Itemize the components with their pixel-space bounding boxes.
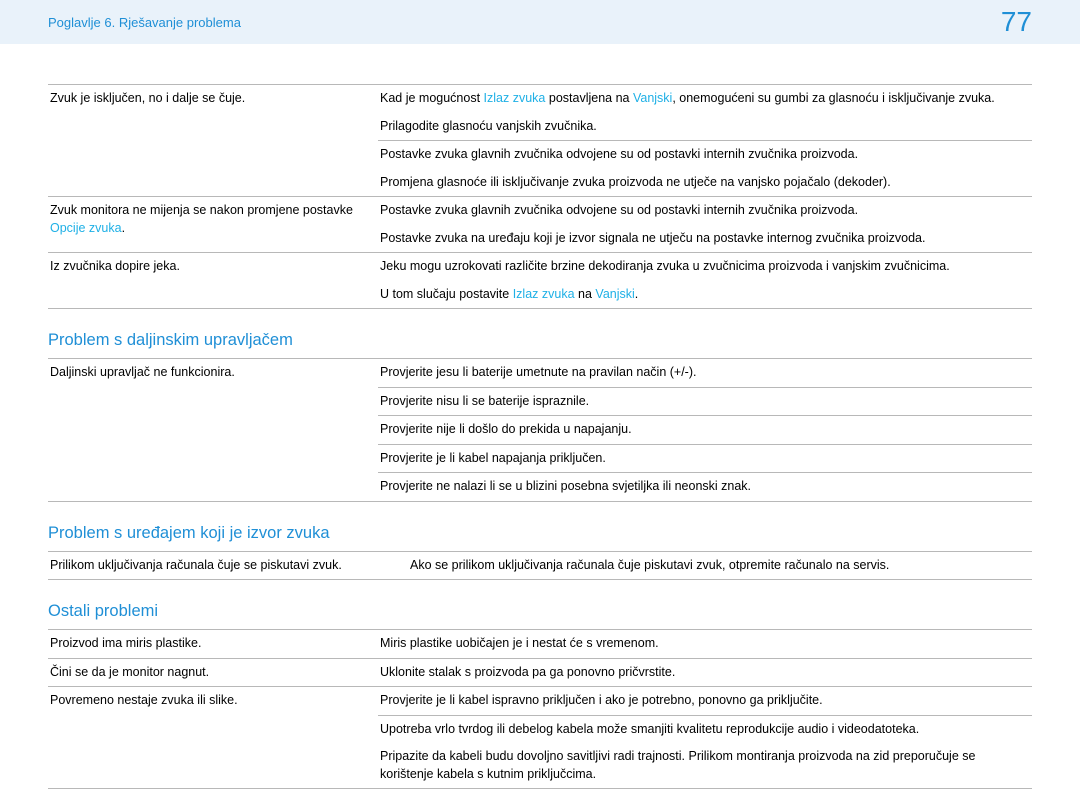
solution-cell: Postavke zvuka glavnih zvučnika odvojene… [378, 141, 1032, 169]
issue-cell: Daljinski upravljač ne funkcionira. [48, 359, 378, 502]
solution-cell: Postavke zvuka glavnih zvučnika odvojene… [378, 197, 1032, 225]
table-row: Prilikom uključivanja računala čuje se p… [48, 551, 1032, 580]
content: Zvuk je isključen, no i dalje se čuje. K… [0, 44, 1080, 789]
highlight-text: Vanjski [633, 91, 672, 105]
issue-cell: Prilikom uključivanja računala čuje se p… [48, 551, 408, 580]
header-bar: Poglavlje 6. Rješavanje problema 77 [0, 0, 1080, 44]
section-heading-audio-source: Problem s uređajem koji je izvor zvuka [48, 524, 1032, 543]
table-row: Zvuk je isključen, no i dalje se čuje. K… [48, 85, 1032, 113]
solution-cell: Prilagodite glasnoću vanjskih zvučnika. [378, 113, 1032, 141]
highlight-text: Vanjski [595, 287, 634, 301]
issue-cell: Proizvod ima miris plastike. [48, 630, 378, 659]
highlight-text: Izlaz zvuka [513, 287, 575, 301]
solution-cell: Provjerite je li kabel napajanja priklju… [378, 444, 1032, 473]
page-number: 77 [1001, 6, 1032, 38]
section-heading-remote: Problem s daljinskim upravljačem [48, 331, 1032, 350]
solution-cell: Provjerite je li kabel ispravno priključ… [378, 687, 1032, 716]
table-row: Zvuk monitora ne mijenja se nakon promje… [48, 197, 1032, 225]
solution-cell: Kad je mogućnost Izlaz zvuka postavljena… [378, 85, 1032, 113]
table-row: Daljinski upravljač ne funkcionira. Prov… [48, 359, 1032, 388]
issue-cell: Iz zvučnika dopire jeka. [48, 253, 378, 309]
section-heading-other: Ostali problemi [48, 602, 1032, 621]
solution-cell: Promjena glasnoće ili isključivanje zvuk… [378, 169, 1032, 197]
table-row: Proizvod ima miris plastike. Miris plast… [48, 630, 1032, 659]
solution-cell: Postavke zvuka na uređaju koji je izvor … [378, 225, 1032, 253]
audio-source-table: Prilikom uključivanja računala čuje se p… [48, 551, 1032, 581]
sound-problems-table: Zvuk je isključen, no i dalje se čuje. K… [48, 84, 1032, 309]
solution-cell: Ako se prilikom uključivanja računala ču… [408, 551, 1032, 580]
solution-cell: Uklonite stalak s proizvoda pa ga ponovn… [378, 658, 1032, 687]
issue-cell: Zvuk je isključen, no i dalje se čuje. [48, 85, 378, 197]
solution-cell: Provjerite nije li došlo do prekida u na… [378, 416, 1032, 445]
table-row: Povremeno nestaje zvuka ili slike. Provj… [48, 687, 1032, 716]
solution-cell: Upotreba vrlo tvrdog ili debelog kabela … [378, 715, 1032, 743]
table-row: Iz zvučnika dopire jeka. Jeku mogu uzrok… [48, 253, 1032, 281]
solution-cell: Miris plastike uobičajen je i nestat će … [378, 630, 1032, 659]
solution-cell: Provjerite nisu li se baterije ispraznil… [378, 387, 1032, 416]
solution-cell: Jeku mogu uzrokovati različite brzine de… [378, 253, 1032, 281]
other-problems-table: Proizvod ima miris plastike. Miris plast… [48, 629, 1032, 789]
solution-cell: Provjerite ne nalazi li se u blizini pos… [378, 473, 1032, 502]
issue-cell: Povremeno nestaje zvuka ili slike. [48, 687, 378, 789]
issue-cell: Čini se da je monitor nagnut. [48, 658, 378, 687]
highlight-text: Izlaz zvuka [484, 91, 546, 105]
remote-problems-table: Daljinski upravljač ne funkcionira. Prov… [48, 358, 1032, 502]
issue-cell: Zvuk monitora ne mijenja se nakon promje… [48, 197, 378, 253]
solution-cell: U tom slučaju postavite Izlaz zvuka na V… [378, 281, 1032, 309]
solution-cell: Provjerite jesu li baterije umetnute na … [378, 359, 1032, 388]
solution-cell: Pripazite da kabeli budu dovoljno savitl… [378, 743, 1032, 789]
chapter-title: Poglavlje 6. Rješavanje problema [48, 15, 241, 30]
table-row: Čini se da je monitor nagnut. Uklonite s… [48, 658, 1032, 687]
highlight-text: Opcije zvuka [50, 221, 122, 235]
